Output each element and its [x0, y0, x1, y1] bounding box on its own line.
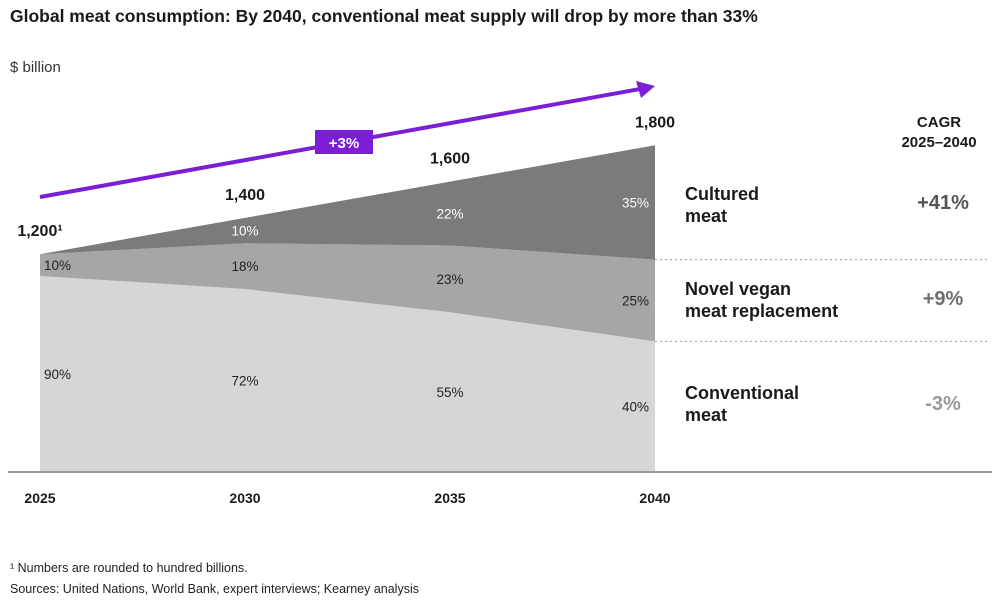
cagr-header-line: CAGR — [916, 114, 962, 131]
share-label: 10% — [231, 224, 258, 239]
area-cultured-meat — [40, 145, 655, 260]
segment-label-line: meat replacement — [685, 301, 839, 321]
cagr-novel-vegan: +9% — [922, 288, 964, 310]
segment-label-conventional: Conventional meat — [685, 382, 799, 426]
share-label: 90% — [44, 367, 71, 382]
area-conventional-meat — [40, 275, 655, 472]
cagr-header: CAGR 2025–2040 — [880, 113, 998, 153]
x-tick-label: 2025 — [24, 490, 55, 506]
growth-arrow-head — [636, 81, 655, 98]
sources: Sources: United Nations, World Bank, exp… — [10, 582, 419, 596]
x-tick-label: 2040 — [639, 490, 670, 506]
share-label: 25% — [622, 293, 649, 308]
segment-label-line: meat — [685, 206, 728, 226]
share-label: 72% — [231, 374, 258, 389]
segment-label-line: meat — [685, 405, 728, 425]
chart-title: Global meat consumption: By 2040, conven… — [10, 6, 758, 26]
growth-badge — [315, 130, 373, 154]
share-label: 23% — [436, 272, 463, 287]
segment-label-line: Cultured — [685, 184, 759, 204]
share-label: 22% — [436, 207, 463, 222]
unit-label: $ billion — [10, 59, 61, 76]
x-tick-label: 2030 — [229, 490, 260, 506]
cagr-conventional: -3% — [925, 393, 961, 415]
total-label: 1,800 — [635, 114, 675, 131]
growth-badge-label: +3% — [329, 135, 359, 152]
total-label: 1,600 — [430, 151, 470, 168]
total-label: 1,400 — [225, 187, 265, 204]
share-label: 35% — [622, 195, 649, 210]
share-label: 18% — [231, 259, 258, 274]
segment-label-line: Conventional — [685, 383, 800, 403]
total-label: 1,200¹ — [17, 223, 62, 240]
cagr-header-line: 2025–2040 — [901, 134, 977, 151]
cagr-cultured: +41% — [917, 192, 969, 214]
x-tick-label: 2035 — [434, 490, 465, 506]
footnote: ¹ Numbers are rounded to hundred billion… — [10, 561, 248, 575]
segment-label-line: Novel vegan — [685, 279, 792, 299]
share-label: 40% — [622, 400, 649, 415]
segment-label-cultured: Cultured meat — [685, 183, 759, 227]
segment-label-novel-vegan: Novel vegan meat replacement — [685, 278, 838, 322]
share-label: 55% — [436, 385, 463, 400]
share-label: 10% — [44, 258, 71, 273]
area-novel-vegan-meat-replacement — [40, 243, 655, 342]
